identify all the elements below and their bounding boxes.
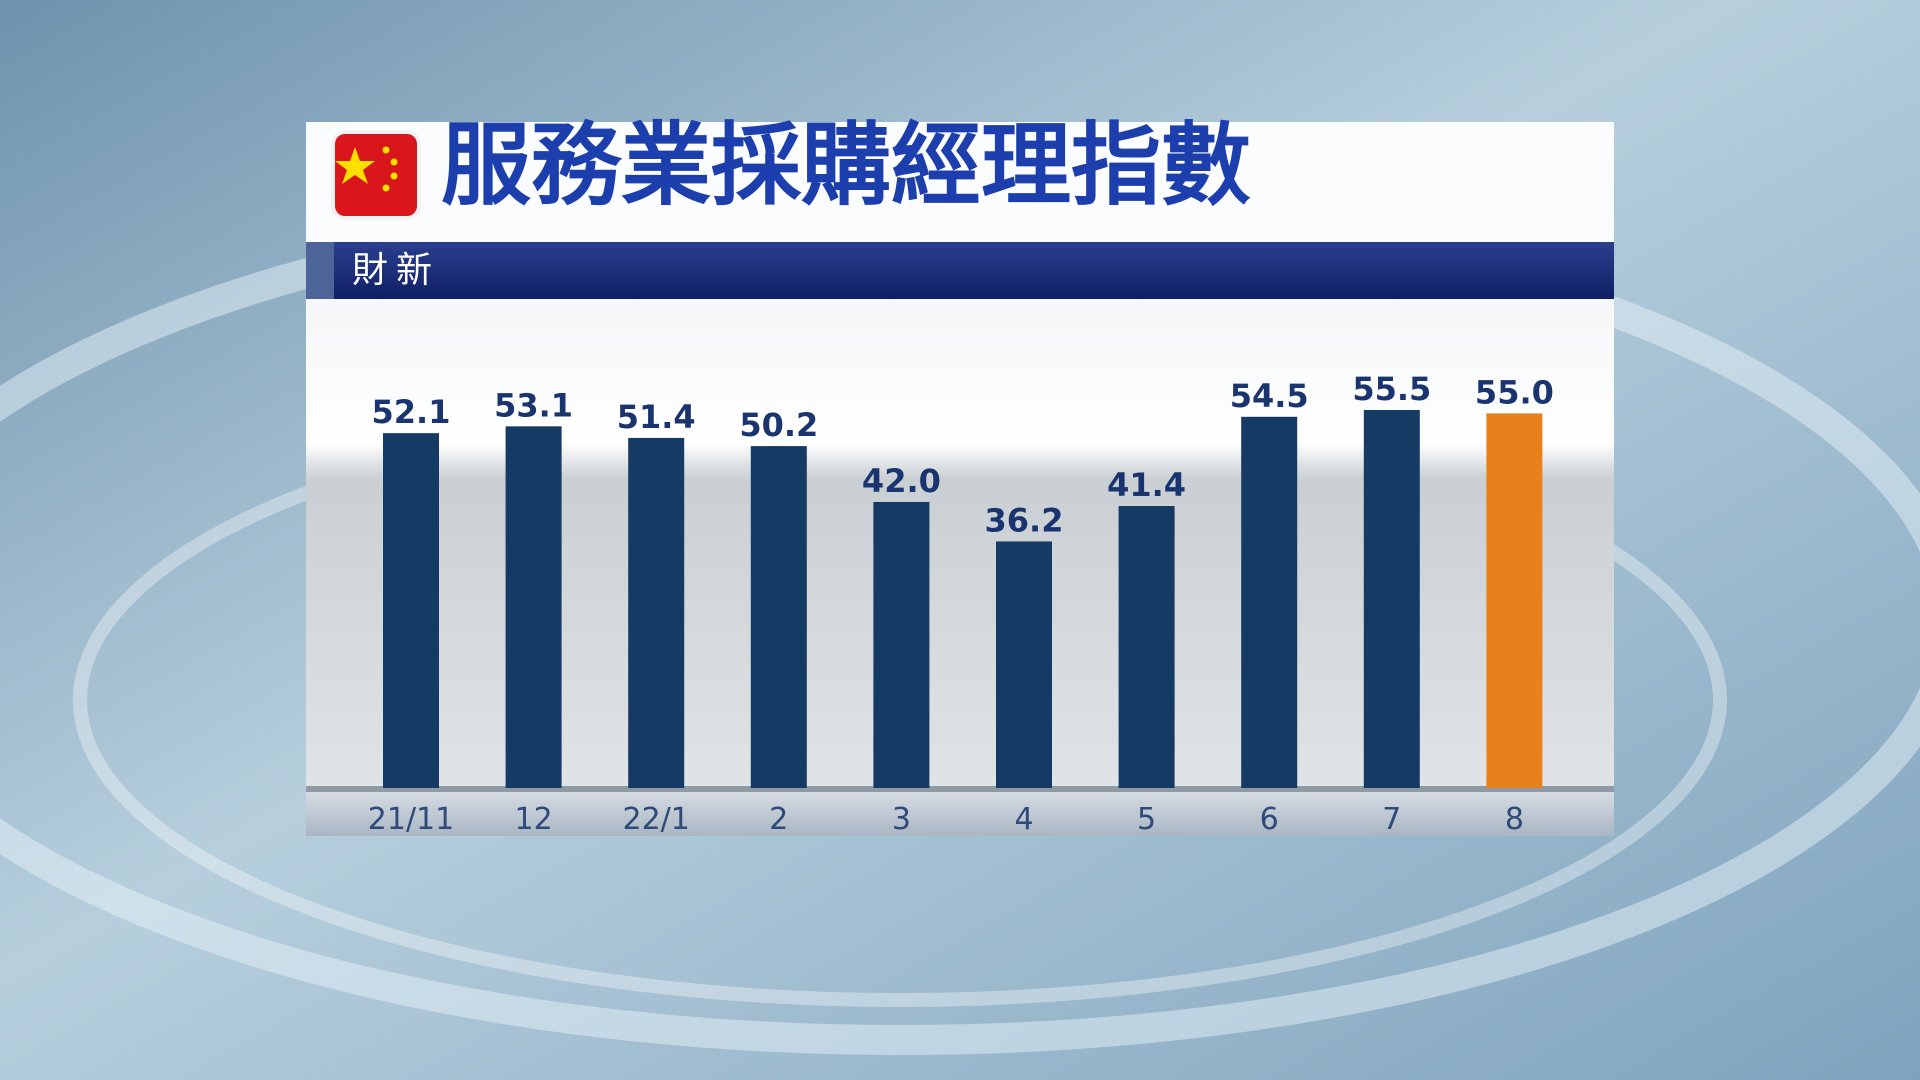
x-tick-label: 7 [1382,802,1401,837]
x-tick-label: 4 [1014,802,1033,837]
x-tick-label: 3 [892,802,911,837]
x-tick-label: 6 [1260,802,1279,837]
x-tick-label: 8 [1505,802,1524,837]
bar [750,446,807,788]
title-band [306,122,1614,242]
bar [505,426,562,788]
value-label: 42.0 [862,462,941,500]
bar [383,433,439,788]
value-label: 50.2 [739,406,818,444]
bar [628,437,685,788]
x-tick-label: 12 [515,802,553,837]
flag [331,130,421,220]
subtitle-accent [306,242,334,299]
value-label: 41.4 [1107,466,1186,504]
bar [1241,416,1298,788]
subtitle-band [306,242,1614,299]
bar [1486,413,1543,788]
value-label: 55.5 [1352,370,1431,408]
bar [996,541,1052,788]
bar [1363,410,1420,788]
baseline [306,786,1614,792]
value-label: 51.4 [617,398,696,436]
value-label: 36.2 [985,501,1064,539]
axis-strip [306,790,1614,836]
chart-title: 服務業採購經理指數 [441,113,1251,218]
value-label: 52.1 [372,393,451,431]
bar [1118,506,1175,788]
value-label: 53.1 [494,386,573,424]
x-tick-label: 5 [1137,802,1156,837]
x-tick-label: 21/11 [368,802,454,837]
value-label: 55.0 [1475,373,1554,411]
x-tick-label: 22/1 [623,802,690,837]
x-tick-label: 2 [769,802,788,837]
chart-subtitle: 財新 [352,250,440,291]
bar [873,501,930,788]
value-label: 54.5 [1230,377,1309,415]
